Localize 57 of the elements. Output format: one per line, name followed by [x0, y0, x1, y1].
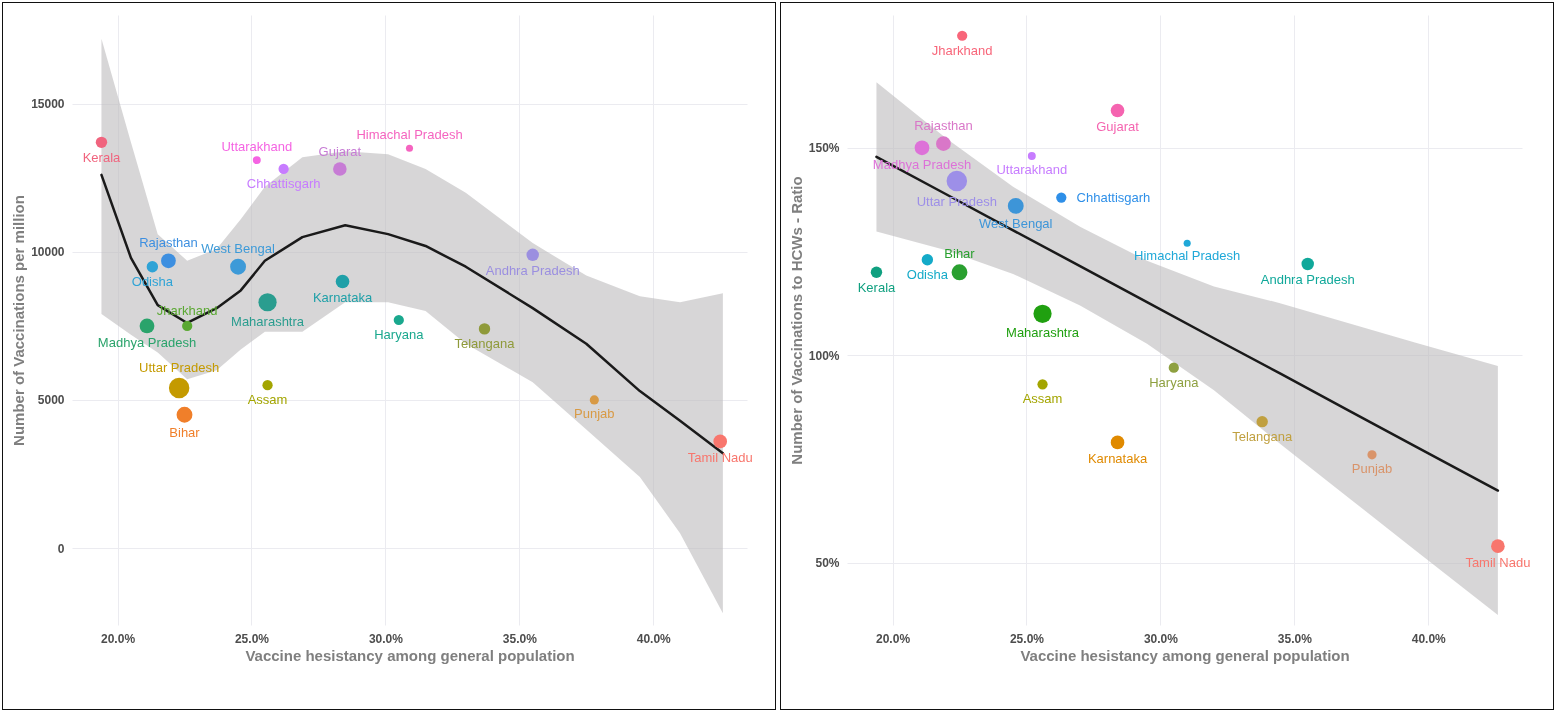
series-label: Gujarat — [318, 144, 362, 160]
y-tick-label: 150% — [808, 141, 840, 156]
series-label: Tamil Nadu — [1465, 554, 1531, 570]
series-label: Himachal Pradesh — [356, 127, 463, 143]
series-label: Punjab — [1351, 461, 1393, 477]
x-tick-label: 35.0% — [502, 631, 538, 646]
series-label: Assam — [247, 391, 288, 407]
series-label: Andhra Pradesh — [1260, 272, 1355, 288]
series-label: Odisha — [906, 267, 949, 283]
y-axis-title: Number of Vaccinations per million — [10, 195, 28, 446]
line-series — [100, 173, 725, 455]
series-label: Bihar — [944, 246, 976, 262]
y-tick-label: 10000 — [31, 245, 65, 260]
x-tick-label: 40.0% — [1411, 631, 1447, 646]
series-label: Karnataka — [312, 290, 373, 306]
series-label: Punjab — [574, 406, 615, 422]
x-tick-label: 40.0% — [636, 631, 672, 646]
series-label: Chhattisgarh — [246, 175, 321, 191]
series-label: Haryana — [1149, 374, 1200, 390]
y-tick-label: 50% — [815, 556, 840, 571]
series-label: Himachal Pradesh — [1134, 248, 1241, 264]
series-label: Maharashtra — [1006, 325, 1080, 341]
y-tick-label: 15000 — [31, 97, 65, 112]
series-label: Kerala — [82, 149, 122, 165]
x-tick-label: 30.0% — [368, 631, 404, 646]
series-label: Telangana — [454, 336, 516, 352]
x-axis-title: Vaccine hesistancy among general population — [245, 646, 575, 664]
series-label: Tamil Nadu — [687, 450, 753, 466]
y-axis-title: Number of Vaccinations to HCWs - Ratio — [787, 176, 805, 465]
series-label: Haryana — [374, 326, 425, 342]
series-label: Telangana — [1232, 429, 1293, 445]
series-label: Uttarakhand — [996, 161, 1068, 177]
series-label: Gujarat — [1096, 119, 1140, 135]
series-label: Kerala — [857, 279, 897, 295]
series-label: Assam — [1022, 391, 1063, 407]
series-label: Chhattisgarh — [1076, 189, 1151, 205]
x-tick-label: 20.0% — [876, 631, 911, 646]
series-label: Rajasthan — [139, 235, 198, 251]
x-tick-label: 25.0% — [234, 631, 270, 646]
x-tick-label: 30.0% — [1143, 631, 1179, 646]
y-tick-label: 0 — [57, 541, 65, 556]
x-axis-title: Vaccine hesistancy among general population — [1020, 646, 1350, 664]
series-label: Maharashtra — [231, 313, 305, 329]
y-tick-label: 100% — [808, 348, 840, 363]
series-label: Andhra Pradesh — [485, 262, 580, 278]
series-label: Madhya Pradesh — [97, 335, 197, 351]
series-label: West Bengal — [201, 240, 275, 256]
series-label: Rajasthan — [914, 118, 973, 134]
series-label: Uttarakhand — [221, 138, 293, 154]
x-tick-label: 35.0% — [1277, 631, 1313, 646]
y-tick-label: 5000 — [37, 393, 65, 408]
series-label: Bihar — [169, 424, 201, 440]
series-label: Jharkhand — [931, 42, 993, 58]
x-tick-label: 20.0% — [101, 631, 136, 646]
series-label: Uttar Pradesh — [139, 359, 220, 375]
x-tick-label: 25.0% — [1009, 631, 1045, 646]
series-label: Karnataka — [1087, 451, 1148, 467]
